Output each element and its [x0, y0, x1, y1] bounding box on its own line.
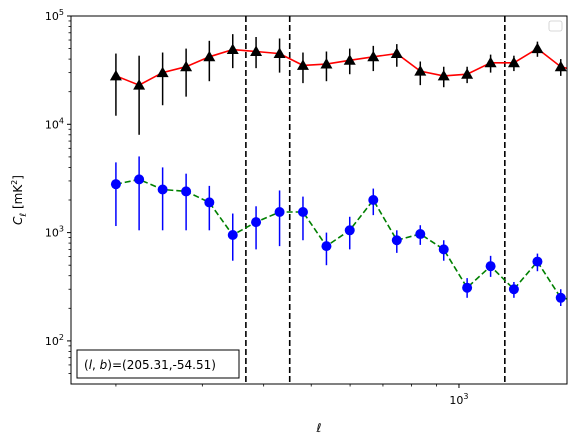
series-0-point — [437, 69, 450, 81]
y-axis-ticks: 102 103 104 105 — [45, 8, 71, 374]
series-0-point — [390, 47, 403, 59]
svg-text:(l, b)=(205.31,-54.51): (l, b)=(205.31,-54.51) — [84, 358, 216, 372]
y-tick-label-0: 102 — [45, 333, 64, 348]
series-0-point — [250, 45, 263, 57]
series-1-point — [555, 292, 566, 303]
series-0-point — [507, 56, 520, 68]
series-1-point — [181, 186, 192, 197]
series-0-point — [273, 47, 286, 59]
series-1-point — [204, 197, 215, 208]
plot-content — [109, 16, 567, 384]
series-1-point — [321, 241, 332, 252]
series-1-point — [110, 179, 121, 190]
series-0-point — [180, 60, 193, 72]
series-1-point — [368, 195, 379, 205]
series-1-point — [485, 261, 496, 272]
series-0-point — [133, 79, 146, 90]
series-1-point — [438, 244, 449, 255]
x-axis-ticks: 103 — [115, 384, 469, 407]
x-axis-label: ℓ — [316, 421, 322, 435]
annotation-box — [76, 349, 240, 379]
series-1-point — [251, 217, 262, 228]
series-1-point — [297, 206, 308, 217]
series-0-point — [531, 42, 544, 54]
plot-area — [109, 16, 567, 384]
series-1-point — [415, 229, 426, 240]
series-0-point — [203, 50, 216, 62]
y-tick-label-3: 105 — [45, 8, 64, 23]
series-0-point — [296, 59, 309, 70]
series-1-point — [134, 174, 145, 185]
series-1-point — [462, 282, 473, 293]
annotation-value: =(205.31,-54.51) — [112, 358, 216, 372]
series-1-point — [391, 235, 402, 246]
series-0-point — [156, 66, 169, 78]
series-1-point — [157, 184, 168, 195]
series-1-point — [344, 225, 355, 236]
series-1-point — [508, 284, 519, 295]
y-tick-label-1: 103 — [45, 225, 64, 240]
x-tick-label-0: 103 — [449, 392, 468, 407]
series-0-point — [343, 54, 356, 65]
series-1-point — [227, 230, 238, 241]
series-0-point — [367, 50, 380, 62]
legend-box — [548, 20, 563, 32]
series-0-point — [226, 43, 239, 55]
annotation-label: ( — [84, 358, 89, 372]
y-axis-label: Cℓ [mK2] — [10, 175, 29, 225]
series-0-point — [320, 58, 333, 69]
annotation: (l, b)=(205.31,-54.51) — [76, 349, 240, 379]
series-1-point — [274, 206, 285, 217]
series-0-point — [461, 68, 474, 79]
series-0-point — [484, 56, 497, 68]
series-0-point — [414, 65, 427, 76]
series-0-point — [554, 60, 567, 72]
series-1-point — [532, 256, 543, 267]
y-tick-label-2: 104 — [45, 116, 64, 131]
series-0-point — [109, 69, 122, 81]
